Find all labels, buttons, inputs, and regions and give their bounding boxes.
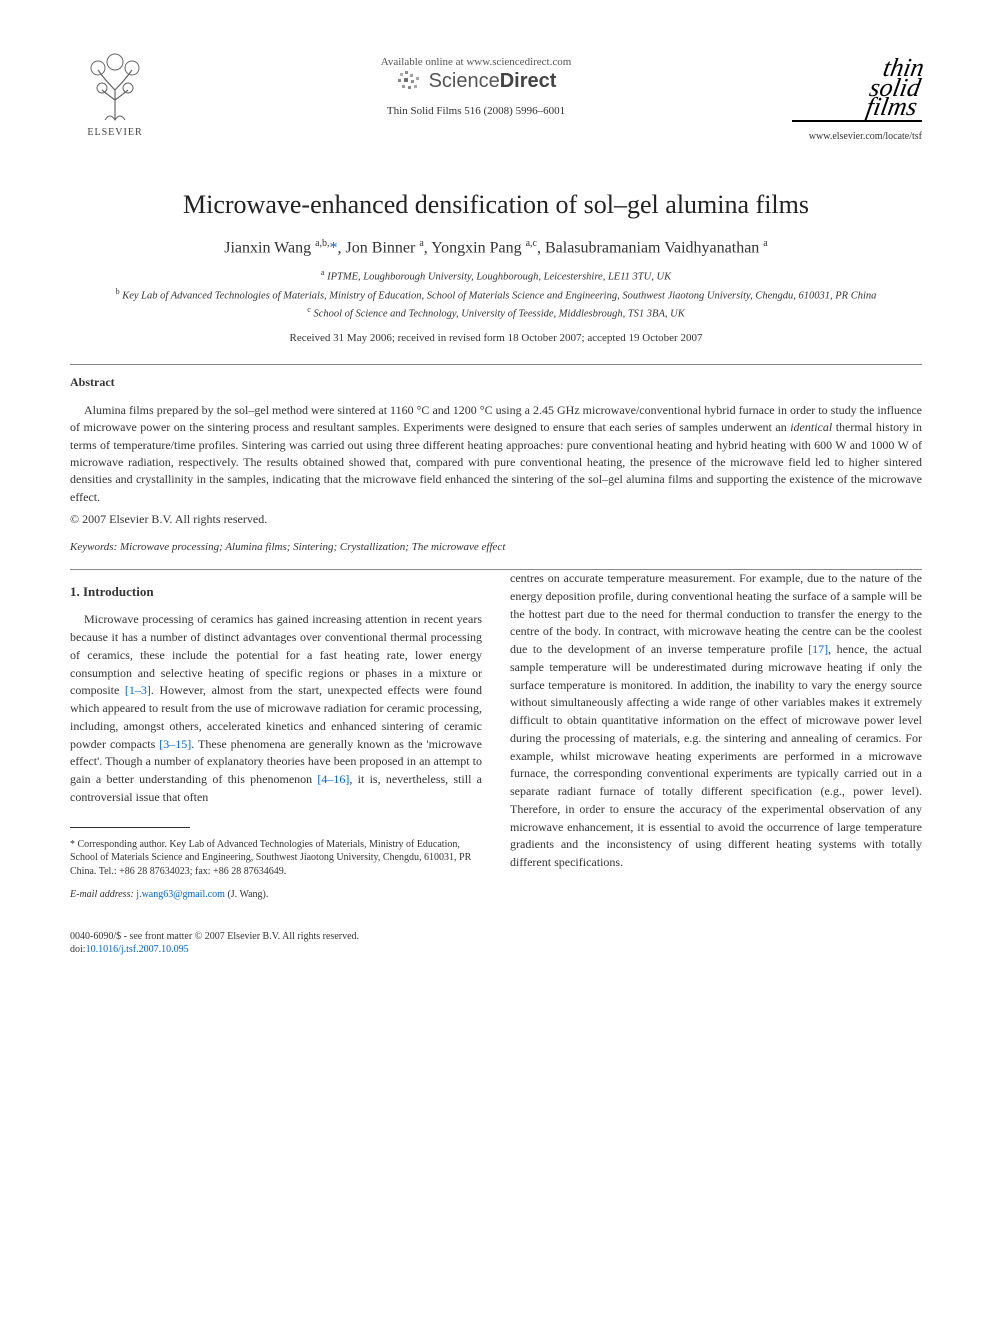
footnote-divider bbox=[70, 827, 190, 828]
doi-link[interactable]: 10.1016/j.tsf.2007.10.095 bbox=[86, 944, 189, 955]
abstract-text: Alumina films prepared by the sol–gel me… bbox=[70, 402, 922, 506]
page-container: ELSEVIER Available online at www.science… bbox=[0, 0, 992, 996]
article-title: Microwave-enhanced densification of sol–… bbox=[70, 190, 922, 220]
keywords-line: Keywords: Microwave processing; Alumina … bbox=[70, 541, 922, 553]
sciencedirect-pixels-icon bbox=[396, 71, 424, 93]
elsevier-tree-icon bbox=[80, 50, 150, 125]
header-row: ELSEVIER Available online at www.science… bbox=[70, 50, 922, 150]
affiliation-a: a IPTME, Loughborough University, Loughb… bbox=[70, 267, 922, 285]
doi-label: doi: bbox=[70, 944, 86, 955]
ref-link-17[interactable]: [17] bbox=[808, 642, 828, 656]
center-header: Available online at www.sciencedirect.co… bbox=[160, 50, 792, 117]
abstract-label: Abstract bbox=[70, 375, 922, 390]
authors-line: Jianxin Wang a,b,*, Jon Binner a, Yongxi… bbox=[70, 238, 922, 257]
sciencedirect-wordmark: ScienceDirect bbox=[429, 70, 557, 93]
article-dates: Received 31 May 2006; received in revise… bbox=[70, 332, 922, 344]
sd-light: Science bbox=[429, 70, 500, 92]
available-online-text: Available online at www.sciencedirect.co… bbox=[160, 56, 792, 68]
affiliation-c: c School of Science and Technology, Univ… bbox=[70, 304, 922, 322]
corresponding-author-footnote: * Corresponding author. Key Lab of Advan… bbox=[70, 838, 482, 879]
intro-paragraph-2: centres on accurate temperature measurem… bbox=[510, 570, 922, 872]
journal-reference: Thin Solid Films 516 (2008) 5996–6001 bbox=[160, 105, 792, 117]
journal-url: www.elsevier.com/locate/tsf bbox=[792, 131, 922, 142]
intro-heading: 1. Introduction bbox=[70, 582, 482, 601]
email-label: E-mail address: bbox=[70, 889, 134, 900]
elsevier-publisher-name: ELSEVIER bbox=[87, 127, 142, 138]
email-link[interactable]: j.wang63@gmail.com bbox=[136, 889, 225, 900]
journal-logo-text: thin solid films bbox=[874, 58, 925, 117]
body-columns: 1. Introduction Microwave processing of … bbox=[70, 570, 922, 901]
bottom-meta: 0040-6090/$ - see front matter © 2007 El… bbox=[70, 930, 922, 956]
ref-link-1-3[interactable]: [1–3] bbox=[125, 683, 151, 697]
email-tail: (J. Wang). bbox=[225, 889, 268, 900]
sciencedirect-logo: ScienceDirect bbox=[160, 70, 792, 93]
copyright-line: © 2007 Elsevier B.V. All rights reserved… bbox=[70, 512, 922, 527]
intro-paragraph-1: Microwave processing of ceramics has gai… bbox=[70, 611, 482, 806]
keywords-text: Microwave processing; Alumina films; Sin… bbox=[120, 541, 505, 553]
keywords-label: Keywords: bbox=[70, 541, 117, 553]
divider-top bbox=[70, 364, 922, 365]
journal-logo-line3: films bbox=[850, 97, 918, 117]
journal-logo-block: thin solid films www.elsevier.com/locate… bbox=[792, 50, 922, 142]
elsevier-logo: ELSEVIER bbox=[70, 50, 160, 150]
email-footnote: E-mail address: j.wang63@gmail.com (J. W… bbox=[70, 888, 482, 902]
ref-link-3-15[interactable]: [3–15] bbox=[159, 737, 191, 751]
affiliations: a IPTME, Loughborough University, Loughb… bbox=[70, 267, 922, 322]
journal-logo-box: thin solid films bbox=[792, 50, 922, 122]
issn-line: 0040-6090/$ - see front matter © 2007 El… bbox=[70, 930, 922, 943]
affiliation-b: b Key Lab of Advanced Technologies of Ma… bbox=[70, 286, 922, 304]
doi-line: doi:10.1016/j.tsf.2007.10.095 bbox=[70, 943, 922, 956]
sd-bold: Direct bbox=[500, 70, 557, 92]
ref-link-4-16[interactable]: [4–16] bbox=[317, 772, 349, 786]
abstract-italic: identical bbox=[790, 420, 832, 434]
